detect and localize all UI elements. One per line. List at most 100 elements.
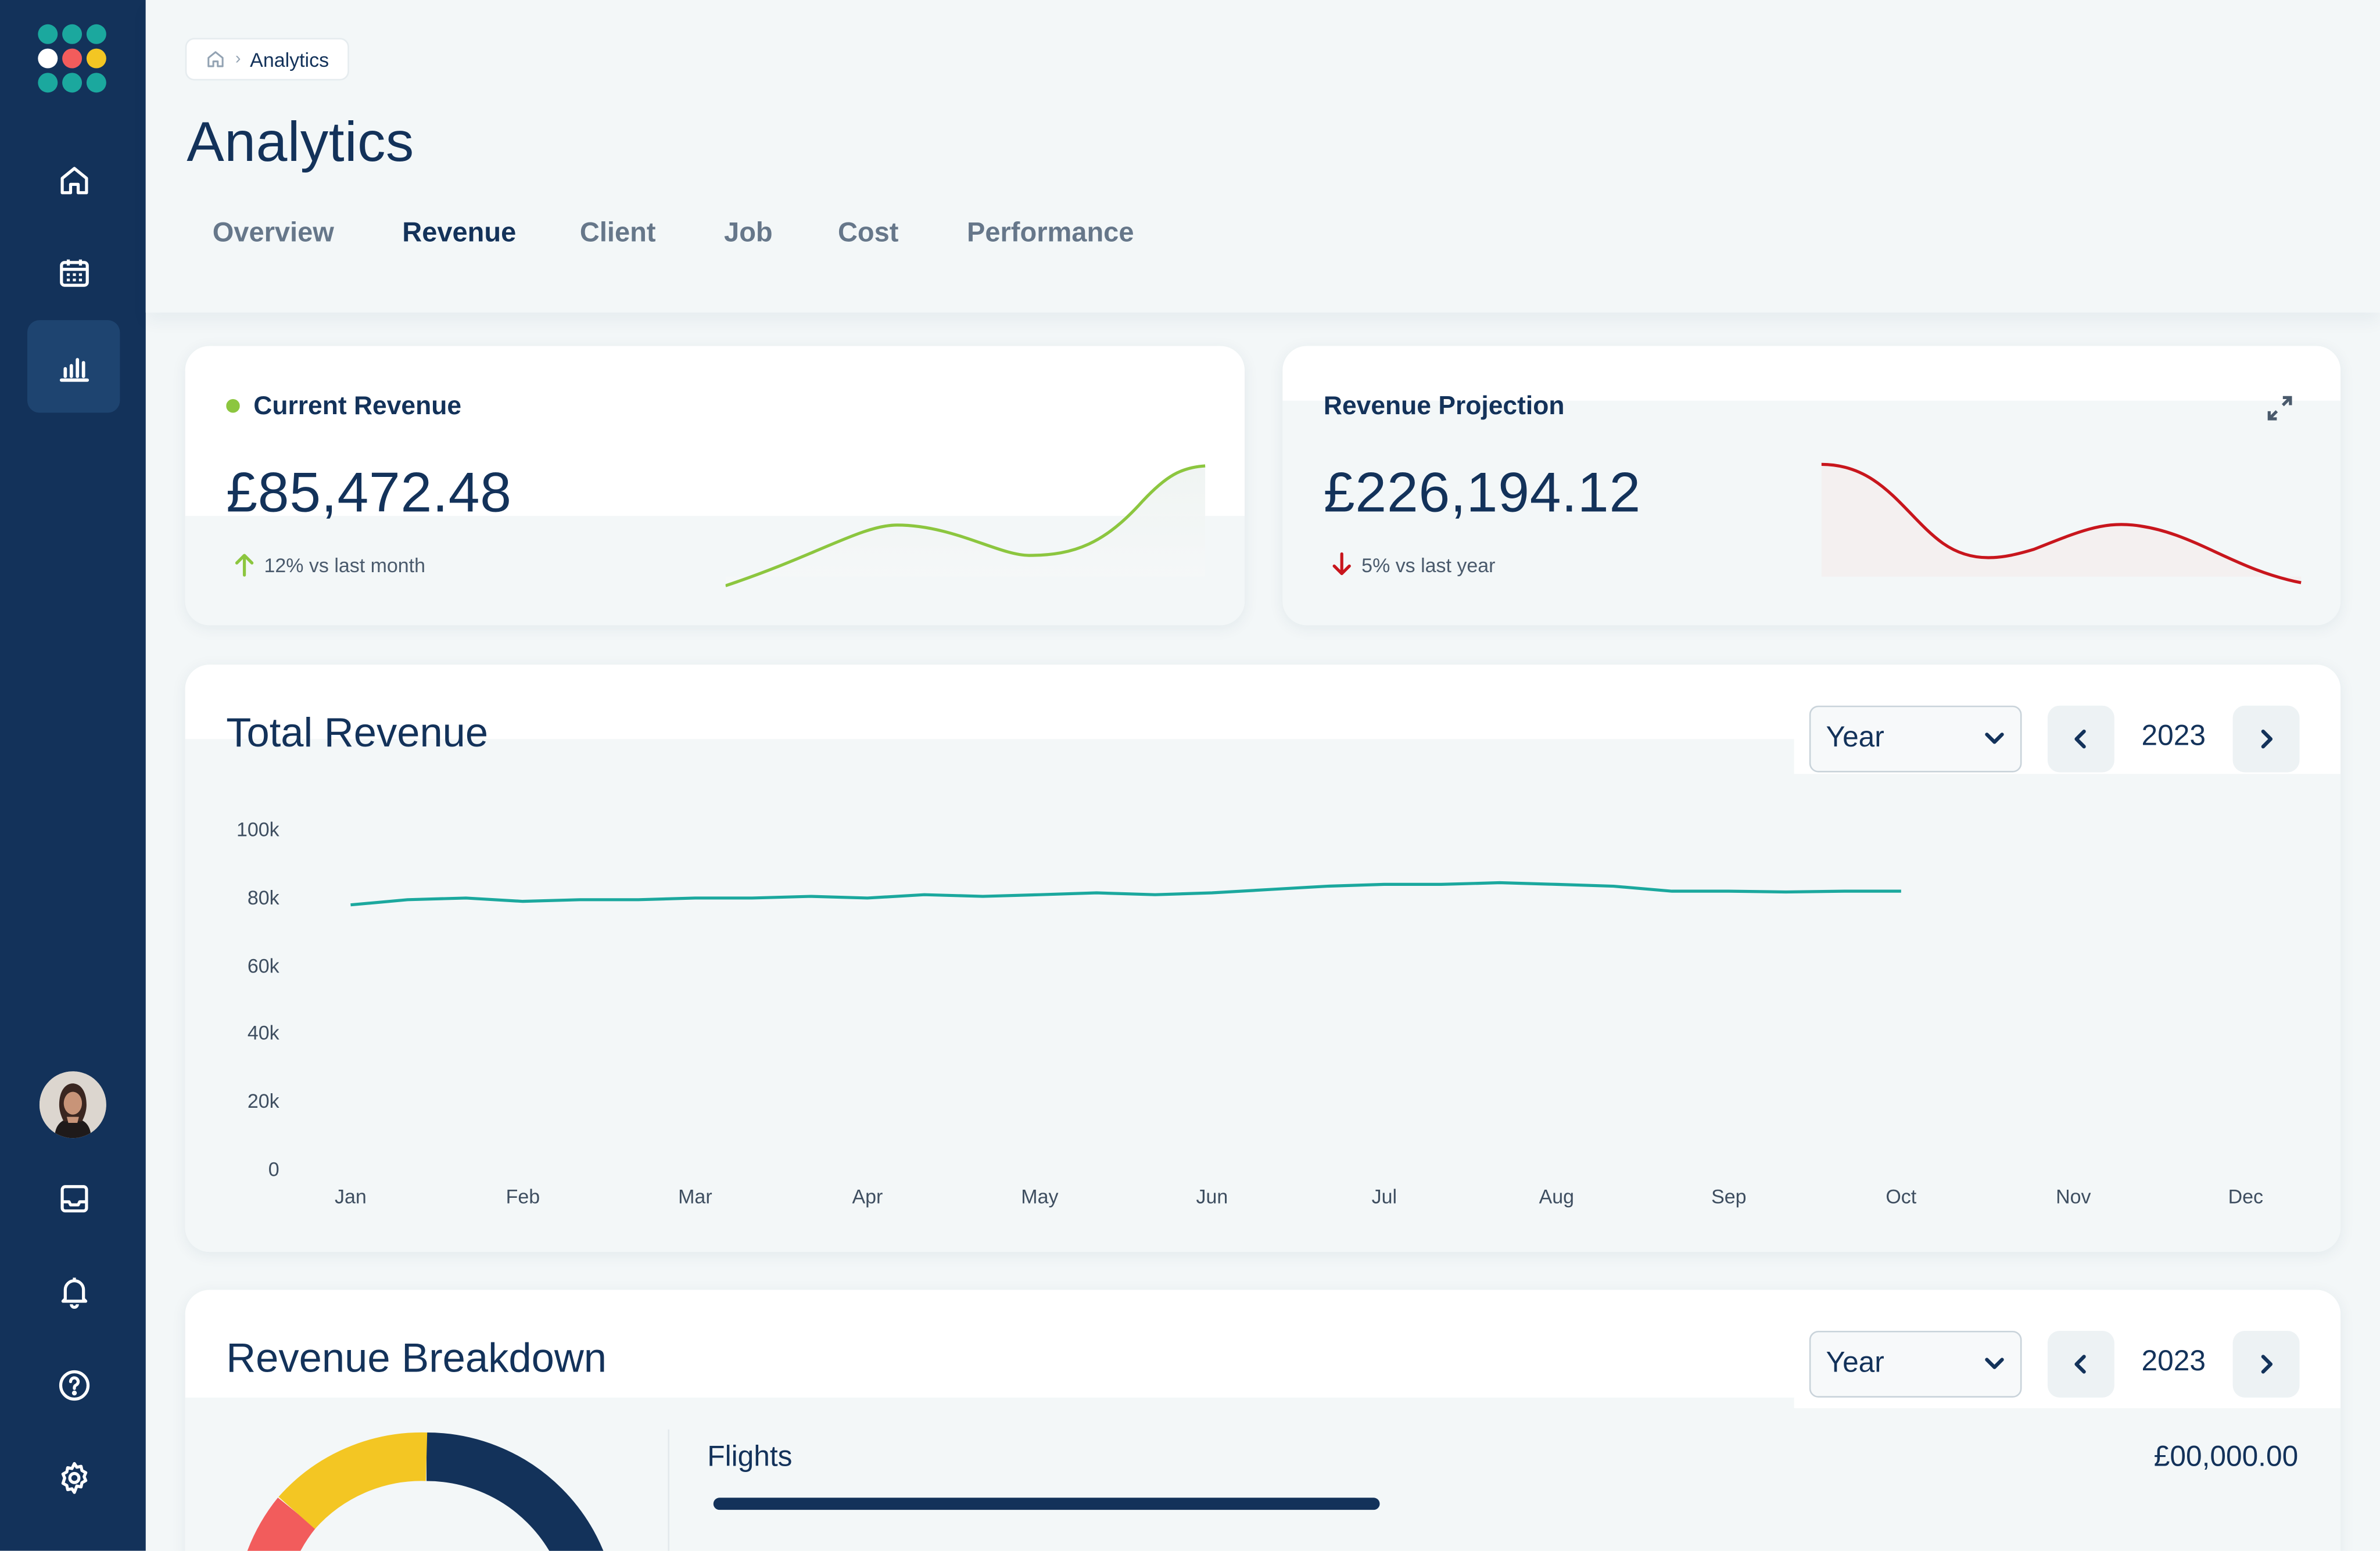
arrow-down-icon bbox=[1332, 552, 1351, 576]
x-tick-label: Apr bbox=[852, 1185, 883, 1208]
y-tick-label: 20k bbox=[247, 1090, 279, 1113]
logo-dot bbox=[62, 73, 83, 93]
current-revenue-value: £85,472.48 bbox=[226, 461, 512, 524]
y-tick-label: 80k bbox=[247, 886, 279, 909]
current-revenue-sparkline bbox=[725, 464, 1206, 587]
user-avatar[interactable] bbox=[39, 1071, 106, 1139]
logo-dot bbox=[38, 24, 58, 44]
chevron-right-icon bbox=[2261, 729, 2273, 749]
year-label: 2023 bbox=[2141, 1346, 2206, 1378]
nav-inbox[interactable] bbox=[27, 1152, 120, 1244]
page-title: Analytics bbox=[187, 110, 414, 173]
bar-chart-icon bbox=[59, 357, 88, 381]
x-tick-label: Aug bbox=[1539, 1185, 1575, 1208]
inbox-icon bbox=[60, 1184, 88, 1212]
nav-calendar[interactable] bbox=[27, 226, 120, 318]
nav-help[interactable] bbox=[27, 1338, 120, 1431]
donut-segment-yellow bbox=[278, 1432, 428, 1530]
home-icon[interactable] bbox=[205, 49, 227, 70]
x-tick-label: Jul bbox=[1371, 1185, 1397, 1208]
logo-dot bbox=[62, 24, 83, 44]
breadcrumb: › Analytics bbox=[185, 38, 349, 81]
tab-job[interactable]: Job bbox=[724, 217, 773, 247]
tab-revenue[interactable]: Revenue bbox=[402, 217, 517, 247]
chevron-down-icon bbox=[1985, 1358, 2004, 1369]
logo-dot bbox=[86, 73, 106, 93]
settings-icon bbox=[60, 1461, 87, 1493]
logo-dot bbox=[86, 24, 106, 44]
help-icon bbox=[58, 1369, 89, 1400]
revenue-projection-delta-text: 5% vs last year bbox=[1361, 553, 1496, 576]
revenue-projection-value: £226,194.12 bbox=[1323, 461, 1641, 524]
sparkline-path bbox=[725, 464, 1206, 587]
x-tick-label: Nov bbox=[2056, 1185, 2091, 1208]
page-header bbox=[145, 0, 2380, 313]
nav-notifications[interactable] bbox=[27, 1244, 120, 1337]
next-year-button[interactable] bbox=[2232, 705, 2300, 773]
status-dot-icon bbox=[226, 399, 240, 413]
total-revenue-line-chart bbox=[350, 881, 1901, 907]
tab-performance[interactable]: Performance bbox=[967, 217, 1134, 247]
avatar-image bbox=[39, 1071, 106, 1139]
revenue-projection-delta: 5% vs last year bbox=[1331, 552, 1496, 577]
home-icon bbox=[60, 166, 88, 194]
logo-dot bbox=[62, 48, 83, 69]
logo-dot bbox=[38, 73, 58, 93]
app-logo[interactable] bbox=[38, 24, 107, 94]
x-tick-label: Dec bbox=[2228, 1185, 2264, 1208]
x-tick-label: Sep bbox=[1711, 1185, 1747, 1208]
y-tick-label: 100k bbox=[236, 818, 279, 841]
x-tick-label: Feb bbox=[506, 1185, 540, 1208]
breadcrumb-current[interactable]: Analytics bbox=[250, 48, 329, 71]
revenue-projection-label: Revenue Projection bbox=[1323, 391, 1565, 421]
revenue-projection-card: Revenue Projection £226,194.12 5% vs las… bbox=[1282, 346, 2341, 626]
nav-analytics[interactable] bbox=[27, 320, 120, 413]
current-revenue-delta-text: 12% vs last month bbox=[264, 553, 425, 576]
logo-dot bbox=[86, 48, 106, 69]
tab-client[interactable]: Client bbox=[579, 217, 656, 247]
revenue-breakdown-card: Revenue Breakdown Year 2023 Flights £00,… bbox=[185, 1290, 2341, 1551]
y-tick-label: 40k bbox=[247, 1022, 279, 1045]
chevron-down-icon bbox=[1985, 733, 2004, 744]
previous-year-button[interactable] bbox=[2047, 705, 2114, 773]
revenue-breakdown-title: Revenue Breakdown bbox=[226, 1335, 607, 1381]
chevron-left-icon bbox=[2074, 729, 2086, 749]
current-revenue-label: Current Revenue bbox=[253, 391, 462, 421]
expand-icon[interactable] bbox=[2266, 394, 2293, 422]
x-tick-label: Jan bbox=[335, 1185, 367, 1208]
period-select[interactable]: Year bbox=[1809, 1330, 2022, 1398]
total-revenue-title: Total Revenue bbox=[226, 710, 489, 756]
y-tick-label: 60k bbox=[247, 954, 279, 977]
chevron-right-icon bbox=[2261, 1355, 2273, 1374]
breakdown-item-value: £00,000.00 bbox=[2153, 1441, 2299, 1474]
donut-segment-navy bbox=[426, 1432, 603, 1551]
sparkline-path bbox=[1821, 462, 2302, 584]
revenue-breakdown-donut bbox=[247, 1432, 603, 1551]
card-band bbox=[1282, 400, 2341, 626]
x-tick-label: Jun bbox=[1196, 1185, 1228, 1208]
nav-home[interactable] bbox=[27, 134, 120, 226]
logo-dot bbox=[38, 48, 58, 69]
period-select-value: Year bbox=[1826, 722, 1884, 755]
tab-cost[interactable]: Cost bbox=[837, 217, 899, 247]
total-revenue-card: Total Revenue Year 2023 100k 80k 60k 40k 20k… bbox=[185, 665, 2341, 1252]
next-year-button[interactable] bbox=[2232, 1330, 2300, 1398]
current-revenue-delta: 12% vs last month bbox=[234, 552, 425, 577]
previous-year-button[interactable] bbox=[2047, 1330, 2114, 1398]
donut-segment-red bbox=[247, 1498, 316, 1551]
x-tick-label: May bbox=[1021, 1185, 1059, 1208]
series-line bbox=[350, 881, 1901, 907]
period-select[interactable]: Year bbox=[1809, 705, 2022, 773]
year-label: 2023 bbox=[2141, 720, 2206, 753]
arrow-up-icon bbox=[235, 554, 254, 577]
breakdown-item-bar bbox=[713, 1498, 1380, 1510]
revenue-projection-sparkline bbox=[1821, 462, 2302, 584]
nav-settings[interactable] bbox=[27, 1431, 120, 1523]
x-tick-label: Mar bbox=[678, 1185, 712, 1208]
bell-icon bbox=[60, 1277, 87, 1308]
sidebar bbox=[0, 0, 146, 1551]
y-tick-label: 0 bbox=[268, 1158, 279, 1181]
card-band bbox=[185, 739, 2341, 1252]
tab-overview[interactable]: Overview bbox=[212, 217, 334, 247]
